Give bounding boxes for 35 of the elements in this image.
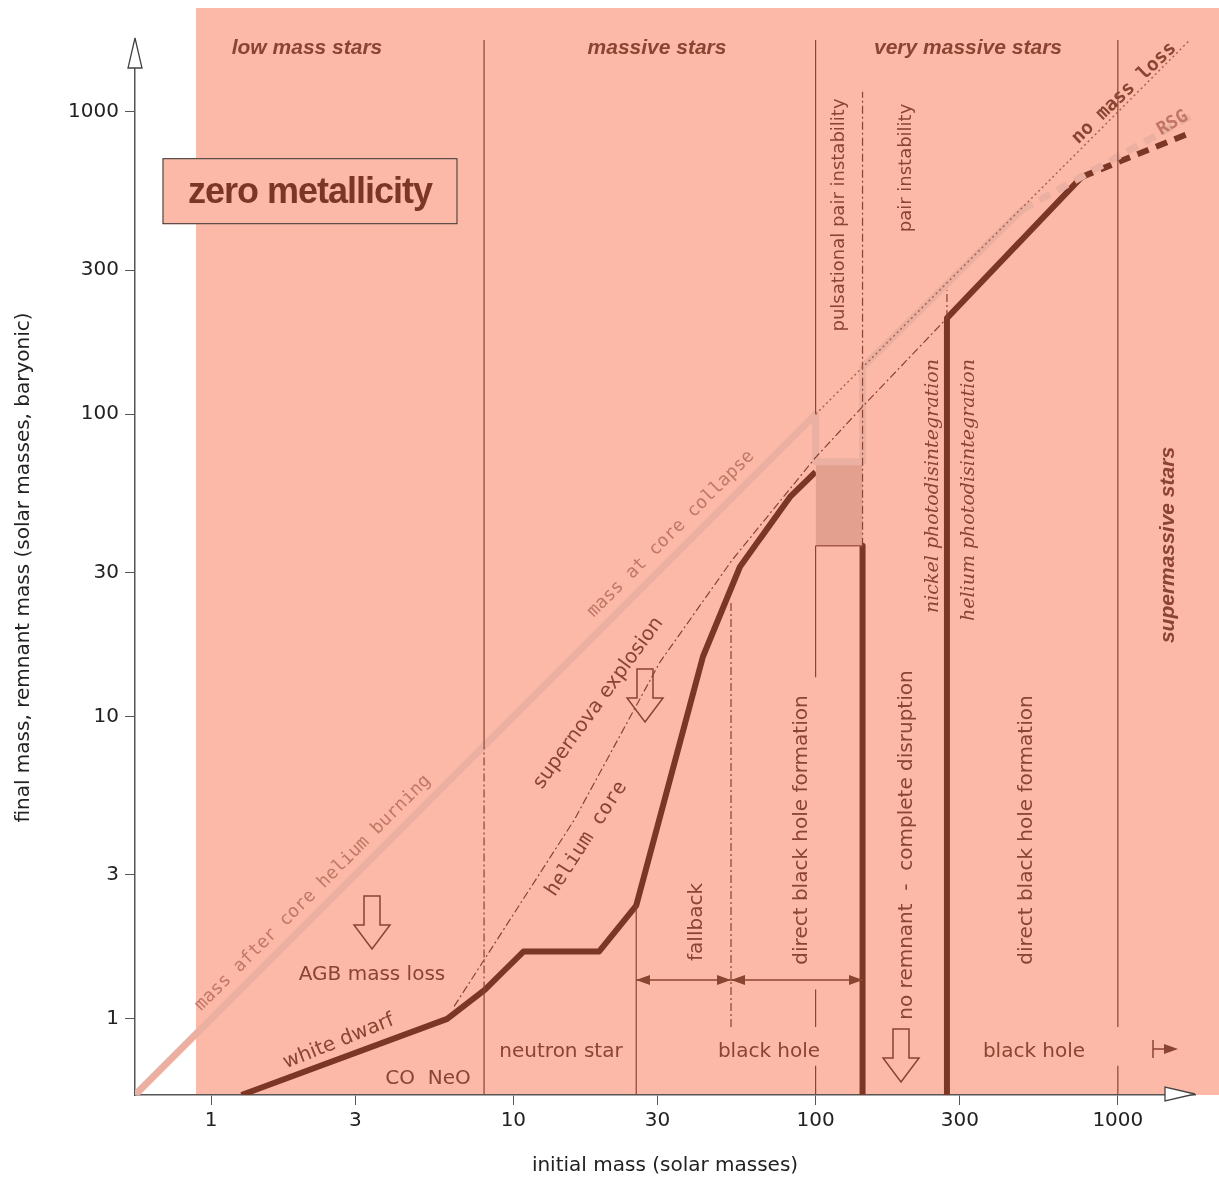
y-tick-label: 300 (80, 256, 119, 281)
x-tick-label: 1000 (1092, 1107, 1144, 1132)
x-axis-title: initial mass (solar masses) (531, 1152, 799, 1177)
y-tick-label: 10 (93, 702, 119, 727)
y-tick-label: 3 (106, 860, 119, 885)
y-tick-label: 1000 (68, 98, 119, 123)
x-tick-label: 3 (348, 1107, 362, 1132)
annotation: CO NeO (385, 1065, 471, 1089)
annotation: no remnant - complete disruption (893, 670, 917, 1020)
y-tick-label: 30 (93, 558, 119, 583)
y-axis-title: final mass, remnant mass (solar masses, baryonic) (10, 312, 35, 823)
x-tick-label: 10 (500, 1107, 527, 1132)
annotation: black hole (717, 1038, 821, 1062)
y-tick-label: 100 (80, 400, 119, 425)
annotation: AGB mass loss (298, 961, 446, 985)
annotation: direct black hole formation (1013, 695, 1037, 965)
annotation: black hole (982, 1038, 1086, 1062)
annotation: low mass stars (231, 35, 383, 59)
x-tick-label: 30 (644, 1107, 671, 1132)
annotation: pulsational pair instability (827, 98, 849, 332)
annotation: fallback (683, 883, 707, 961)
annotation: RSG (1152, 104, 1192, 139)
x-tick-label: 1 (204, 1107, 218, 1132)
annotation: massive stars (587, 35, 727, 59)
x-tick-label: 300 (940, 1107, 979, 1132)
annotation: helium photodisintegration (955, 359, 978, 621)
annotation: very massive stars (874, 35, 1062, 59)
annotation: zero metallicity (162, 158, 458, 224)
annotation: pair instability (894, 103, 916, 233)
y-tick-label: 1 (106, 1005, 119, 1030)
annotation: nickel photodisintegration (919, 359, 942, 613)
annotation: direct black hole formation (788, 695, 812, 965)
x-tick-label: 100 (796, 1107, 835, 1132)
annotation: supermassive stars (1155, 446, 1179, 644)
annotation: neutron star (499, 1038, 623, 1062)
